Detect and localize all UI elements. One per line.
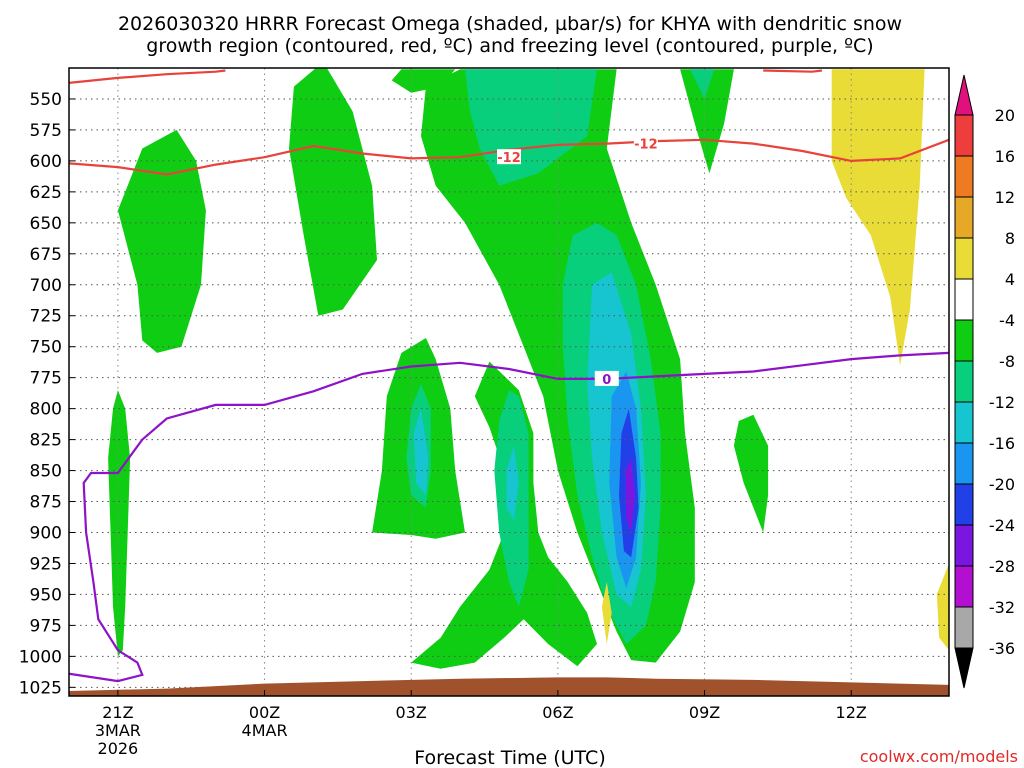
colorbar-bin [954,278,974,321]
omega-region-0 [108,390,131,657]
x-axis-label: Forecast Time (UTC) [414,747,605,768]
omega-region-5 [411,361,597,669]
y-tick-label: 975 [30,616,62,636]
freezing-contour-label: 0 [602,373,611,388]
colorbar-label: -36 [989,639,1015,658]
watermark: coolwx.com/models [860,747,1018,766]
y-tick-label: 875 [30,493,62,513]
dgz-contour-2 [763,69,823,73]
colorbar: 20 16 12 8 4 -4 -8 -12 -16 -20 -24 -28 -32 -36 [954,74,1015,689]
colorbar-bin [954,483,974,526]
x-tick-label: 12Z [836,703,867,722]
terrain-fill [69,677,949,696]
plot-area: -12 -12 0 [69,68,949,696]
colorbar-bin [954,442,974,485]
colorbar-label: -12 [989,393,1015,412]
y-tick-label: 1000 [19,647,62,667]
omega-region-9 [733,414,769,533]
omega-region-22 [601,582,612,644]
contour-lines: -12 -12 0 [69,69,949,683]
colorbar-label: -16 [989,434,1015,453]
x-tick-label: 00Z [249,703,280,722]
dgz-contour-1 [69,69,226,84]
y-tick-label: 625 [30,183,62,203]
y-tick-label: 675 [30,245,62,265]
x-tick-date: 4MAR [242,721,288,740]
freezing-contour-0 [69,351,949,683]
omega-region-14 [689,69,715,99]
y-tick-label: 725 [30,307,62,327]
x-tick-label: 09Z [689,703,720,722]
omega-region-16 [413,408,429,496]
omega-region-21 [831,69,925,366]
y-tick-label: 700 [30,276,62,296]
y-tick-label: 925 [30,554,62,574]
colorbar-bin [954,319,974,362]
colorbar-bin [954,565,974,608]
colorbar-label: -8 [999,352,1015,371]
grid-lines [69,68,949,696]
colorbar-label: 12 [995,188,1015,207]
y-tick-label: 950 [30,585,62,605]
omega-region-20 [625,458,636,533]
x-tick-label: 21Z [102,703,133,722]
terrain [69,677,949,696]
y-tick-label: 750 [30,338,62,358]
y-tick-label: 550 [30,90,62,110]
colorbar-bin [954,155,974,198]
colorbar-label: 8 [1005,229,1015,248]
y-tick-label: 800 [30,400,62,420]
omega-region-3 [391,69,456,93]
colorbar-label: 16 [995,147,1015,166]
colorbar-bin [954,237,974,280]
omega-shading [108,68,949,669]
y-tick-label: 850 [30,462,62,482]
omega-region-1 [117,129,206,353]
y-tick-label: 650 [30,214,62,234]
colorbar-label: -20 [989,475,1015,494]
y-tick-label: 1025 [19,678,62,698]
y-axis: 550 575 600 625 650 675 700 725 750 775 800 825 850 8… [19,90,75,698]
colorbar-bin [954,401,974,444]
colorbar-bin [954,606,974,649]
omega-region-8 [680,69,734,174]
x-tick-label: 06Z [542,703,573,722]
colorbar-label: -24 [989,516,1015,535]
colorbar-bin [954,524,974,567]
omega-region-23 [936,563,949,651]
y-tick-label: 775 [30,369,62,389]
colorbar-label: -4 [999,311,1015,330]
dgz-contour-label-bg [497,149,521,165]
colorbar-bin [954,360,974,403]
y-tick-label: 900 [30,523,62,543]
dgz-contour-label-bg [633,135,658,151]
x-tick-date: 3MAR [95,721,141,740]
dgz-contour-label: -12 [497,151,521,166]
x-tick-label: 03Z [396,703,427,722]
y-tick-label: 825 [30,431,62,451]
y-tick-label: 575 [30,121,62,141]
chart-title-line-1: 2026030320 HRRR Forecast Omega (shaded, … [118,13,902,35]
y-tick-label: 600 [30,152,62,172]
colorbar-bottom-arrow [954,647,974,689]
freezing-contour-label-bg [594,370,619,386]
colorbar-bin [954,196,974,239]
colorbar-label: 20 [995,106,1015,125]
colorbar-label: -32 [989,598,1015,617]
colorbar-bin [954,114,974,157]
x-tick-year: 2026 [98,739,139,758]
colorbar-label: -28 [989,557,1015,576]
plot-frame [68,67,950,697]
colorbar-label: 4 [1005,270,1015,289]
dgz-contour-label: -12 [634,138,658,153]
chart-title-line-2: growth region (contoured, red, ºC) and f… [146,35,873,57]
